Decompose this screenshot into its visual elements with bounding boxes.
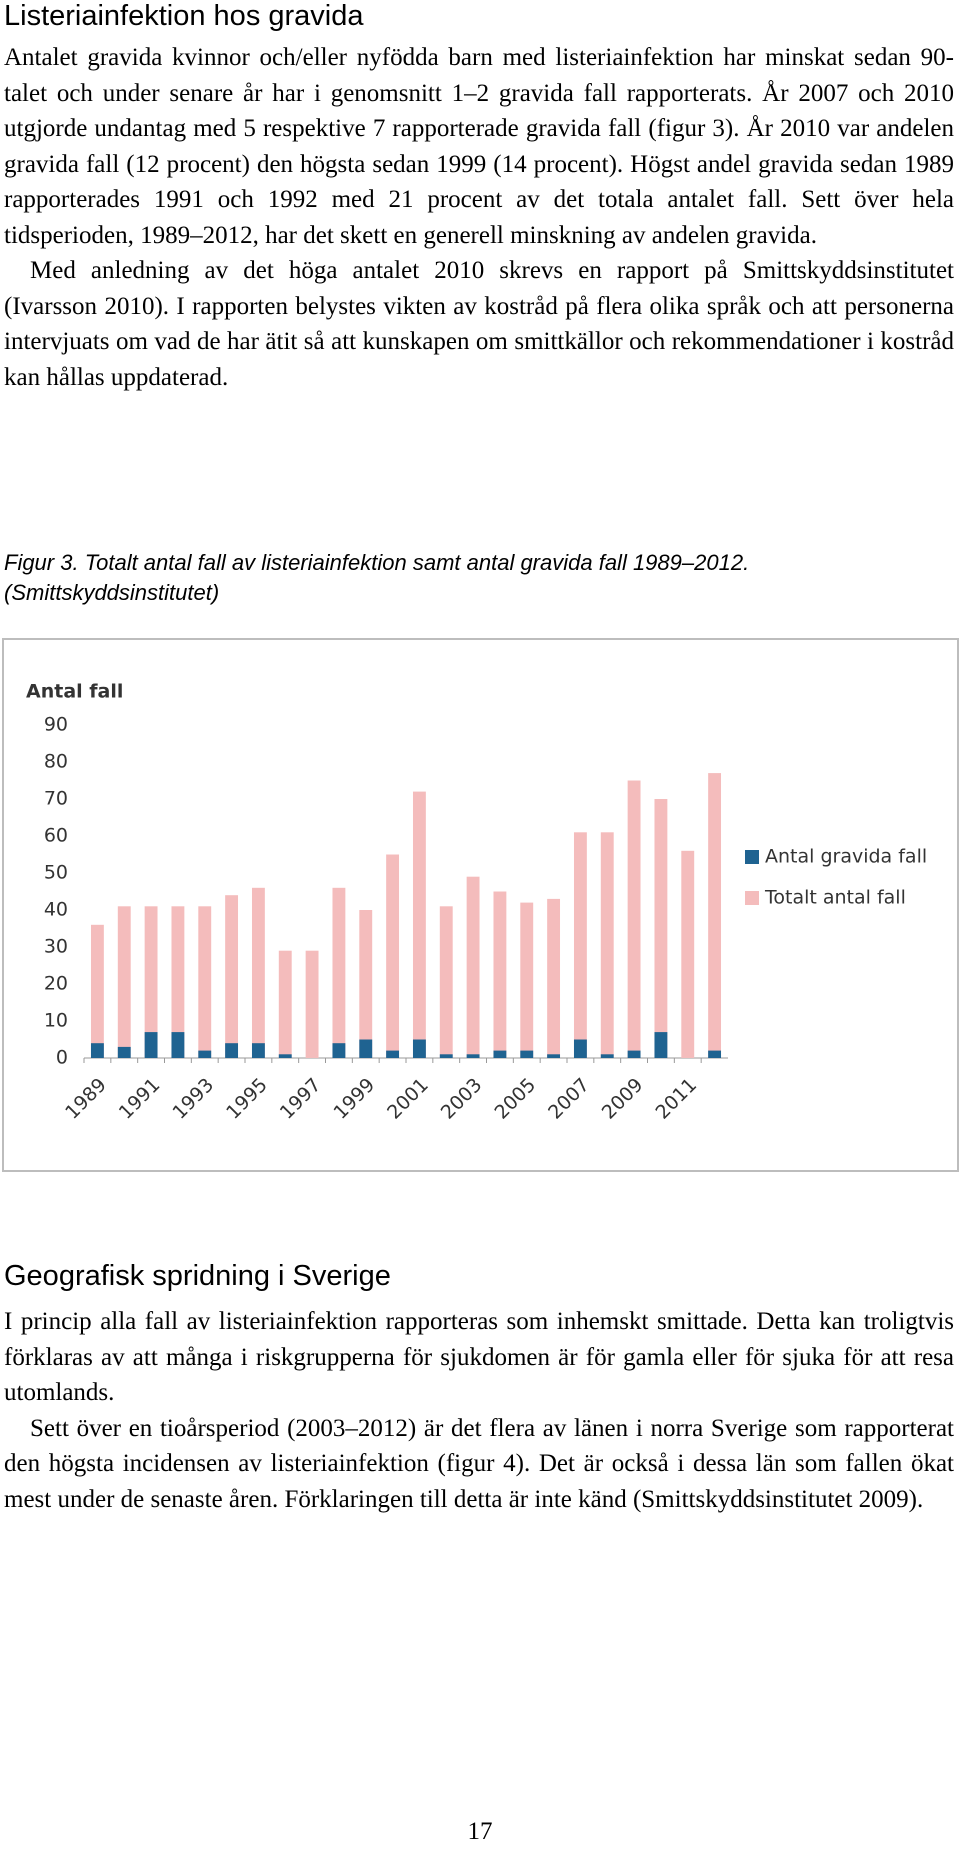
bar [305, 950, 319, 1058]
bar [573, 832, 587, 1058]
paragraph: Med anledning av det höga antalet 2010 s… [4, 257, 954, 391]
bar [654, 1032, 668, 1058]
paragraph: Sett över en tioårsperiod (2003–2012) är… [4, 1414, 954, 1513]
bar [332, 887, 346, 1058]
bar [681, 850, 695, 1058]
x-tick-label: 1989 [61, 1074, 111, 1124]
x-tick-label: 2007 [544, 1074, 594, 1124]
body-text: Antalet gravida kvinnor och/eller nyfödd… [4, 40, 954, 395]
bar [278, 1054, 292, 1058]
bar [708, 773, 722, 1058]
bar [117, 1046, 131, 1058]
y-tick-label: 90 [44, 714, 68, 736]
figure-caption: Figur 3. Totalt antal fall av listeriain… [4, 550, 750, 605]
heading: Geografisk spridning i Sverige [4, 1260, 391, 1292]
x-tick-label: 1995 [222, 1074, 272, 1124]
bar [198, 906, 212, 1058]
bar [225, 895, 239, 1058]
bar [627, 1050, 641, 1058]
y-tick-label: 60 [44, 825, 68, 847]
bar [144, 1032, 158, 1058]
legend-label: Totalt antal fall [764, 887, 906, 909]
bar [439, 1054, 453, 1058]
x-tick-label: 1997 [276, 1074, 326, 1124]
bar [493, 891, 507, 1058]
bar [520, 902, 534, 1058]
y-tick-label: 20 [44, 973, 68, 995]
y-tick-label: 50 [44, 862, 68, 884]
legend-swatch [745, 891, 759, 905]
body-text: I princip alla fall av listeriainfektion… [4, 1304, 954, 1517]
chart-frame: Antal fall 0 10 20 30 40 50 60 70 80 90 1989 1991 19… [2, 638, 959, 1172]
y-axis-label: Antal fall [26, 681, 123, 703]
x-tick-label: 2009 [598, 1074, 648, 1124]
bar [171, 906, 185, 1058]
page-number: 17 [467, 1818, 493, 1845]
y-tick-label: 10 [44, 1010, 68, 1032]
bar [600, 1054, 614, 1058]
bar [117, 906, 131, 1058]
x-tick-label: 2001 [383, 1074, 433, 1124]
bar [386, 854, 400, 1058]
bar [251, 887, 265, 1058]
y-tick-label: 40 [44, 899, 68, 921]
x-tick-label: 1993 [168, 1074, 218, 1124]
x-tick-label: 1999 [329, 1074, 379, 1124]
legend-swatch [745, 850, 759, 864]
x-tick-label: 2005 [490, 1074, 540, 1124]
bar [439, 906, 453, 1058]
y-tick-label: 30 [44, 936, 68, 958]
bar [198, 1050, 212, 1058]
bar [90, 924, 104, 1058]
heading: Listeriainfektion hos gravida [4, 0, 364, 32]
y-tick-label: 0 [56, 1047, 68, 1069]
x-tick-label: 2003 [437, 1074, 487, 1124]
bar [412, 791, 426, 1058]
bar [547, 898, 561, 1058]
bar [627, 780, 641, 1058]
paragraph: I princip alla fall av listeriainfektion… [4, 1308, 954, 1406]
bar [466, 1054, 480, 1058]
bar [466, 876, 480, 1058]
bar [359, 910, 373, 1058]
bar [493, 1050, 507, 1058]
bar [520, 1050, 534, 1058]
bar [547, 1054, 561, 1058]
paragraph: Antalet gravida kvinnor och/eller nyfödd… [4, 44, 954, 249]
legend-label: Antal gravida fall [765, 846, 927, 868]
bar [708, 1050, 722, 1058]
y-tick-label: 80 [44, 751, 68, 773]
bar [171, 1032, 185, 1058]
bar [90, 1043, 104, 1058]
bar [225, 1043, 239, 1058]
bar [573, 1039, 587, 1058]
bar [359, 1039, 373, 1058]
bar [251, 1043, 265, 1058]
bar [386, 1050, 400, 1058]
bar [144, 906, 158, 1058]
bar [412, 1039, 426, 1058]
bar [654, 799, 668, 1058]
bar [600, 832, 614, 1058]
x-tick-label: 1991 [115, 1074, 165, 1124]
x-tick-label: 2011 [651, 1074, 701, 1124]
bar [332, 1043, 346, 1058]
y-tick-label: 70 [44, 788, 68, 810]
bar [278, 950, 292, 1058]
